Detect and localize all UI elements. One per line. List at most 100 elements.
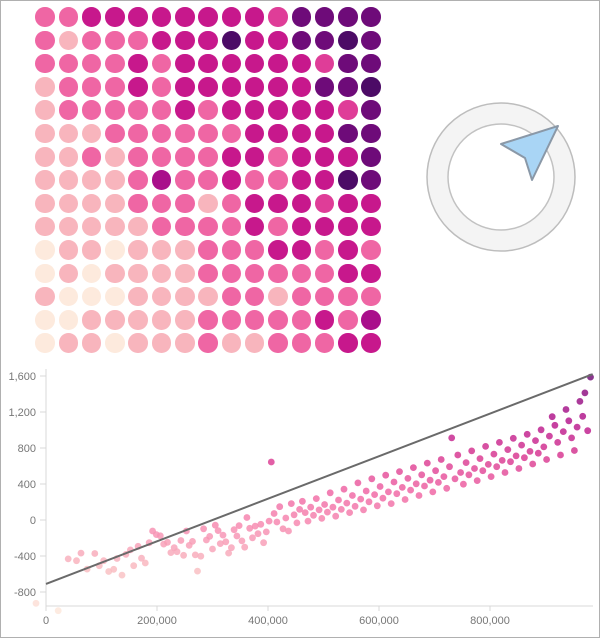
scatter-point xyxy=(321,501,328,508)
matrix-dot xyxy=(291,7,312,27)
matrix-dot xyxy=(338,100,358,120)
matrix-dot xyxy=(314,123,335,144)
scatter-point xyxy=(315,506,323,514)
scatter-point xyxy=(576,398,584,405)
matrix-dot xyxy=(314,310,335,330)
matrix-dot xyxy=(244,30,265,51)
scatter-point xyxy=(270,510,278,517)
matrix-dot xyxy=(198,77,218,97)
matrix-dot xyxy=(314,170,335,190)
scatter-point xyxy=(365,498,373,506)
scatter-point xyxy=(390,478,398,486)
matrix-dot xyxy=(151,53,172,74)
matrix-dot xyxy=(35,240,55,260)
scatter-point xyxy=(382,471,390,479)
scatter-point xyxy=(73,557,80,565)
matrix-dot xyxy=(361,286,381,307)
scatter-point xyxy=(209,545,216,553)
matrix-dot xyxy=(268,147,288,167)
matrix-dot xyxy=(35,30,55,51)
matrix-dot xyxy=(175,333,195,353)
scatter-point xyxy=(216,540,224,547)
scatter-point xyxy=(379,494,387,502)
matrix-dot xyxy=(198,100,218,120)
matrix-dot xyxy=(81,240,102,260)
scatter-point xyxy=(32,599,40,607)
matrix-dot xyxy=(151,240,172,260)
matrix-dot xyxy=(244,147,265,167)
scatter-point xyxy=(526,448,534,455)
scatter-chart[interactable]: 1,600 1,200 800 400 0 -400 -800 0 200,000 400,000… xyxy=(1,356,599,638)
ring-arrow-icon[interactable] xyxy=(423,97,583,255)
matrix-dot xyxy=(198,240,218,260)
scatter-point xyxy=(230,526,238,534)
scatter-point xyxy=(260,539,267,547)
scatter-point xyxy=(393,490,401,498)
scatter-point xyxy=(310,511,317,519)
scatter-point xyxy=(368,475,376,483)
matrix-dot xyxy=(151,77,172,97)
scatter-point xyxy=(507,458,514,466)
matrix-dot xyxy=(128,333,148,353)
matrix-dot xyxy=(361,216,381,237)
matrix-dot xyxy=(151,310,172,330)
matrix-dot xyxy=(268,310,288,330)
matrix-dot xyxy=(244,333,265,353)
scatter-point xyxy=(354,479,362,487)
matrix-dot xyxy=(105,263,125,284)
scatter-point xyxy=(546,432,553,440)
scatter-point xyxy=(276,503,284,511)
scatter-point xyxy=(130,562,138,570)
y-tick-label: 800 xyxy=(18,443,36,455)
matrix-dot xyxy=(268,77,288,97)
matrix-dot xyxy=(175,310,195,330)
matrix-dot xyxy=(128,263,148,284)
scatter-point xyxy=(141,559,149,567)
matrix-dot xyxy=(105,30,125,51)
scatter-point xyxy=(496,439,503,446)
scatter-point xyxy=(243,514,251,521)
scatter-point xyxy=(54,607,62,615)
matrix-dot xyxy=(58,77,79,97)
matrix-dot xyxy=(81,100,102,120)
scatter-point xyxy=(191,551,199,559)
matrix-dot xyxy=(175,216,195,237)
trend-line xyxy=(45,373,594,585)
scatter-point xyxy=(110,565,118,573)
matrix-dot xyxy=(338,263,358,284)
matrix-dot xyxy=(198,170,218,190)
matrix-dot xyxy=(268,53,288,74)
scatter-point xyxy=(285,527,292,535)
matrix-dot xyxy=(58,216,79,237)
scatter-point xyxy=(465,471,473,479)
dot-matrix-chart[interactable] xyxy=(1,1,421,357)
scatter-point xyxy=(164,538,171,546)
scatter-point xyxy=(197,552,205,560)
scatter-point xyxy=(180,551,188,559)
scatter-point xyxy=(548,413,556,421)
matrix-dot xyxy=(151,100,172,120)
scatter-point xyxy=(279,525,287,533)
matrix-dot xyxy=(35,7,55,27)
scatter-point xyxy=(543,456,550,463)
scatter-point xyxy=(454,451,462,459)
scatter-point xyxy=(504,446,512,453)
scatter-point xyxy=(385,488,392,496)
scatter-point xyxy=(529,460,537,468)
scatter-point xyxy=(421,482,428,490)
matrix-dot xyxy=(198,193,218,214)
matrix-dot xyxy=(361,77,381,97)
y-tick-label: 1,600 xyxy=(8,371,36,383)
matrix-dot xyxy=(221,216,242,237)
scatter-point xyxy=(206,533,214,540)
matrix-dot xyxy=(314,216,335,237)
matrix-dot xyxy=(221,123,242,144)
scatter-point xyxy=(222,538,230,546)
scatter-point xyxy=(376,483,384,490)
scatter-point xyxy=(287,500,295,507)
matrix-dot xyxy=(361,333,381,353)
scatter-point xyxy=(501,469,509,476)
matrix-dot xyxy=(314,147,335,167)
matrix-dot xyxy=(198,286,218,307)
scatter-point xyxy=(262,528,270,536)
